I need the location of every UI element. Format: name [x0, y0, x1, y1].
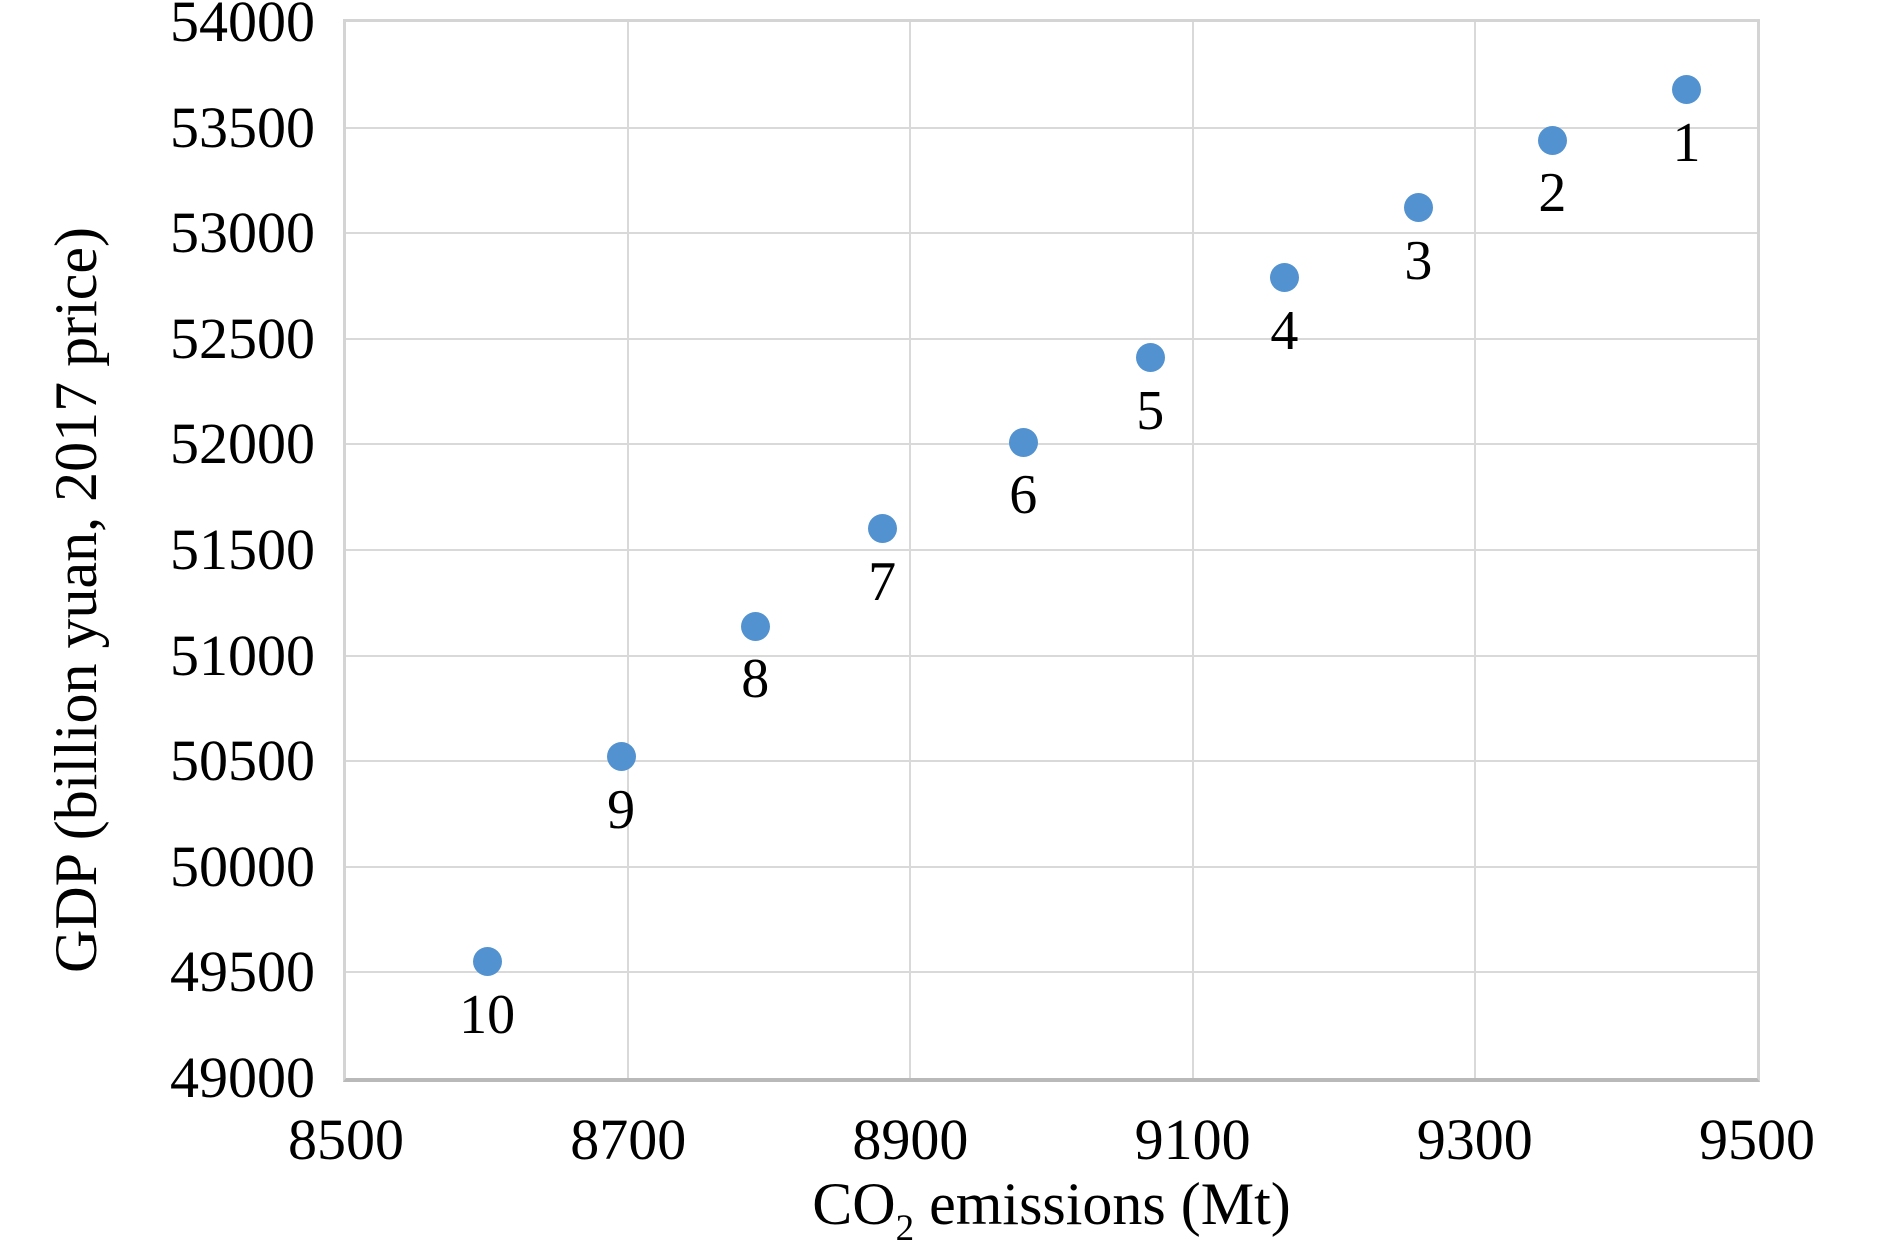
data-point — [472, 947, 502, 977]
data-point — [1135, 343, 1165, 373]
data-point — [1537, 125, 1567, 155]
data-point-label: 6 — [1009, 464, 1038, 527]
y-tick-label: 50000 — [170, 833, 315, 899]
data-point-label: 4 — [1270, 299, 1299, 362]
x-axis-title-suffix: emissions (Mt) — [914, 1171, 1291, 1237]
x-tick-label: 9500 — [1699, 1107, 1815, 1172]
y-tick-label: 52000 — [170, 411, 315, 477]
x-axis-title-subscript: 2 — [895, 1207, 915, 1249]
y-gridline — [346, 865, 1757, 868]
data-point-label: 10 — [459, 983, 516, 1046]
x-tick-label: 8500 — [288, 1107, 404, 1172]
y-tick-label: 49500 — [170, 939, 315, 1005]
data-point — [606, 742, 636, 772]
data-point-label: 1 — [1672, 111, 1701, 174]
y-gridline — [346, 232, 1757, 235]
y-gridline — [346, 971, 1757, 974]
data-point — [740, 611, 770, 641]
data-point — [1403, 193, 1433, 223]
y-gridline — [346, 126, 1757, 129]
x-gridline — [1473, 22, 1476, 1078]
y-tick-label: 49000 — [170, 1045, 315, 1110]
data-point — [1008, 427, 1038, 457]
x-tick-label: 9300 — [1416, 1107, 1533, 1172]
data-point-label: 3 — [1404, 229, 1433, 292]
y-tick-label: 52500 — [170, 305, 315, 371]
data-point-label: 5 — [1136, 379, 1165, 442]
y-tick-label: 50500 — [170, 728, 315, 794]
x-axis-title: CO2 emissions (Mt) — [346, 1166, 1757, 1247]
x-gridline — [627, 22, 630, 1078]
data-point-label: 8 — [741, 648, 770, 711]
plot-area — [343, 19, 1760, 1082]
data-point-label: 9 — [607, 778, 636, 841]
y-tick-label: 54000 — [170, 0, 315, 54]
y-gridline — [346, 654, 1757, 657]
x-tick-label: 9100 — [1134, 1107, 1251, 1172]
y-tick-label: 51000 — [170, 622, 315, 688]
y-gridline — [346, 337, 1757, 340]
data-point — [1269, 263, 1299, 293]
data-point — [867, 514, 897, 544]
data-point-label: 2 — [1538, 162, 1567, 225]
data-point — [1671, 75, 1701, 105]
data-point-label: 7 — [868, 550, 897, 613]
y-gridline — [346, 760, 1757, 763]
y-tick-label: 53500 — [170, 94, 315, 160]
x-gridline — [909, 22, 912, 1078]
x-gridline — [1191, 22, 1194, 1078]
y-gridline — [346, 443, 1757, 446]
x-tick-label: 8900 — [852, 1107, 969, 1172]
y-gridline — [346, 549, 1757, 551]
x-tick-label: 8700 — [570, 1107, 687, 1172]
y-tick-label: 51500 — [170, 517, 315, 582]
y-tick-label: 53000 — [170, 200, 315, 266]
x-axis-title-prefix: CO — [812, 1171, 896, 1237]
